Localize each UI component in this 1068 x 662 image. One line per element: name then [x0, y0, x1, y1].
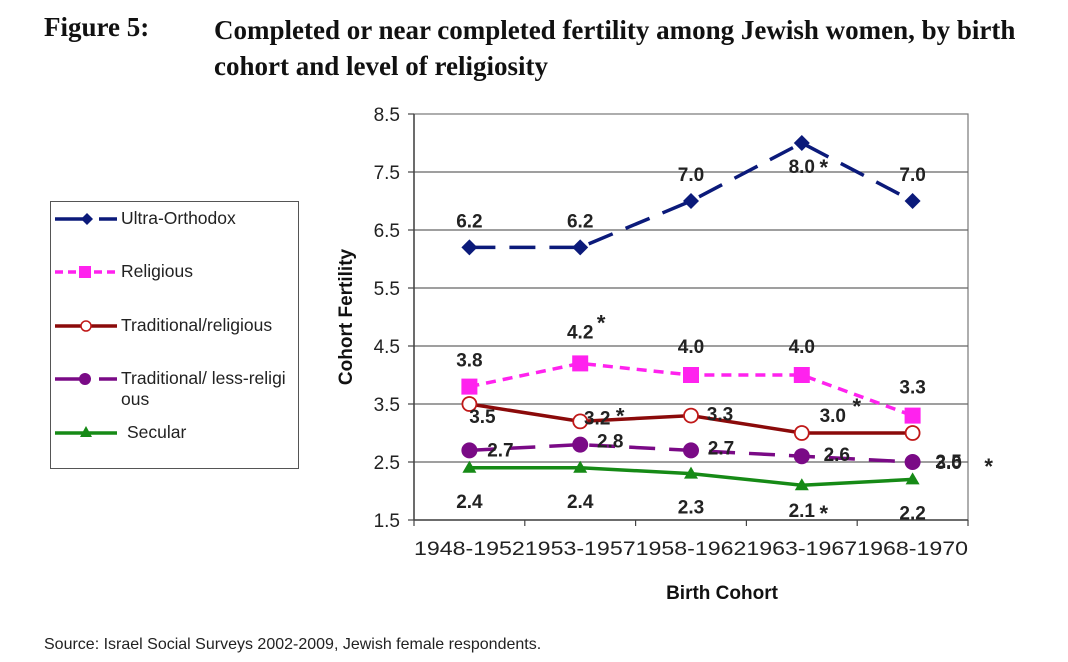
data-point: [793, 448, 810, 465]
data-label: 2.8: [597, 432, 623, 453]
data-label: 2.6: [824, 445, 850, 466]
data-point: [461, 239, 478, 256]
data-point: [793, 425, 810, 441]
x-tick-label: 1953-1957: [525, 539, 636, 560]
data-point: [904, 425, 921, 441]
data-label: 2.4: [456, 492, 483, 513]
legend-label: Religious: [121, 261, 193, 281]
chart-legend: Ultra-Orthodox Religious Traditional/rel…: [50, 201, 299, 469]
legend-label: Ultra-Orthodox: [121, 208, 236, 228]
legend-item-secular: Secular: [51, 422, 299, 443]
data-label: 6.2: [456, 211, 482, 232]
data-point: [461, 378, 478, 395]
y-tick-label: 2.5: [374, 453, 400, 474]
data-label: 3.3: [707, 405, 733, 426]
series-traditional-less-religious: [461, 436, 921, 470]
axes: 8.5 7.5 6.5 5.5 4.5 3.5 2.5 1.5 1948-1952 1953-19…: [374, 105, 969, 560]
series-lines: [461, 135, 921, 491]
significance-marker: *: [597, 310, 606, 335]
data-point: [904, 454, 921, 470]
x-tick-label: 1968-1970: [857, 539, 968, 560]
data-point: [573, 460, 588, 473]
series-religious: [461, 355, 921, 424]
data-label: 3.8: [456, 351, 482, 372]
data-point: [462, 460, 477, 473]
significance-marker: *: [820, 155, 829, 180]
data-point: [905, 472, 920, 485]
data-label: 2.7: [487, 440, 513, 461]
y-tick-label: 7.5: [374, 163, 400, 184]
data-label: 8.0: [789, 157, 815, 178]
legend-swatch-traditional-religious: [55, 320, 117, 332]
data-point: [904, 407, 921, 424]
y-tick-label: 8.5: [374, 105, 400, 126]
x-axis-title: Birth Cohort: [666, 583, 779, 604]
legend-label: Secular: [127, 422, 187, 442]
data-label: 3.2: [584, 408, 610, 429]
x-tick-label: 1963-1967: [746, 539, 857, 560]
source-note: Source: Israel Social Surveys 2002-2009,…: [44, 636, 542, 653]
legend-swatch-religious: [55, 266, 117, 278]
legend-label: Traditional/ less-religious: [121, 368, 286, 409]
data-label: 2.5: [935, 452, 962, 473]
data-label: 2.1: [789, 501, 816, 522]
legend-swatch-secular: [55, 426, 117, 437]
x-tick-label: 1958-1962: [636, 539, 747, 560]
y-tick-label: 5.5: [374, 279, 400, 300]
data-point: [683, 193, 699, 209]
data-point: [461, 396, 478, 412]
data-point: [683, 367, 699, 383]
data-label: 3.0: [820, 406, 846, 427]
data-point: [683, 407, 699, 424]
legend-item-religious: Religious: [51, 261, 293, 282]
data-point: [793, 135, 810, 151]
legend-swatch-traditional-less-religious: [55, 373, 117, 385]
data-point: [461, 442, 478, 459]
significance-marker: *: [820, 501, 829, 526]
legend-label: Traditional/religious: [121, 315, 273, 335]
legend-item-traditional-less-religious: Traditional/ less-religious: [51, 368, 293, 410]
data-point: [572, 355, 589, 372]
data-point: [684, 466, 698, 479]
figure-title: Completed or near completed fertility am…: [214, 15, 1016, 81]
data-label: 2.4: [567, 492, 594, 513]
data-label: 4.0: [789, 337, 815, 358]
y-tick-label: 1.5: [374, 511, 400, 532]
y-tick-label: 4.5: [374, 337, 400, 358]
data-point: [572, 436, 589, 453]
significance-marker: *: [616, 403, 625, 428]
data-point: [572, 239, 589, 256]
data-point: [572, 413, 589, 430]
data-label: 3.3: [899, 378, 925, 399]
series-secular: [462, 460, 920, 491]
data-label: 2.3: [678, 498, 704, 519]
data-labels: 6.2 6.27.0 8.0 * 7.03.84.2 *4.0 4.03.33.5 3.2 * 3…: [456, 155, 993, 526]
data-point: [794, 478, 809, 491]
data-label: 4.2: [567, 322, 593, 343]
significance-marker: *: [984, 454, 993, 479]
legend-item-traditional-religious: Traditional/religious: [51, 315, 293, 336]
data-label: 2.7: [708, 438, 734, 459]
series-ultra-orthodox: [461, 135, 921, 256]
y-axis-title: Cohort Fertility: [336, 248, 357, 385]
data-label: 3.5: [469, 407, 496, 428]
data-point: [904, 193, 921, 209]
data-label: 4.0: [678, 337, 704, 358]
legend-swatch-ultra-orthodox: [55, 213, 117, 225]
legend-item-ultra-orthodox: Ultra-Orthodox: [51, 208, 293, 229]
data-label: 2.2: [899, 503, 925, 524]
data-point: [683, 442, 699, 459]
data-label: 6.2: [567, 211, 593, 232]
figure-label: Figure 5:: [44, 12, 150, 42]
significance-marker: *: [853, 394, 862, 419]
series-traditional-religious: [461, 396, 921, 441]
data-point: [793, 367, 810, 383]
data-label: 7.0: [899, 165, 925, 186]
y-tick-label: 3.5: [374, 395, 400, 416]
x-tick-label: 1948-1952: [414, 539, 525, 560]
y-tick-label: 6.5: [374, 221, 400, 242]
data-label: 3.0: [935, 453, 961, 474]
data-label: 7.0: [678, 165, 704, 186]
